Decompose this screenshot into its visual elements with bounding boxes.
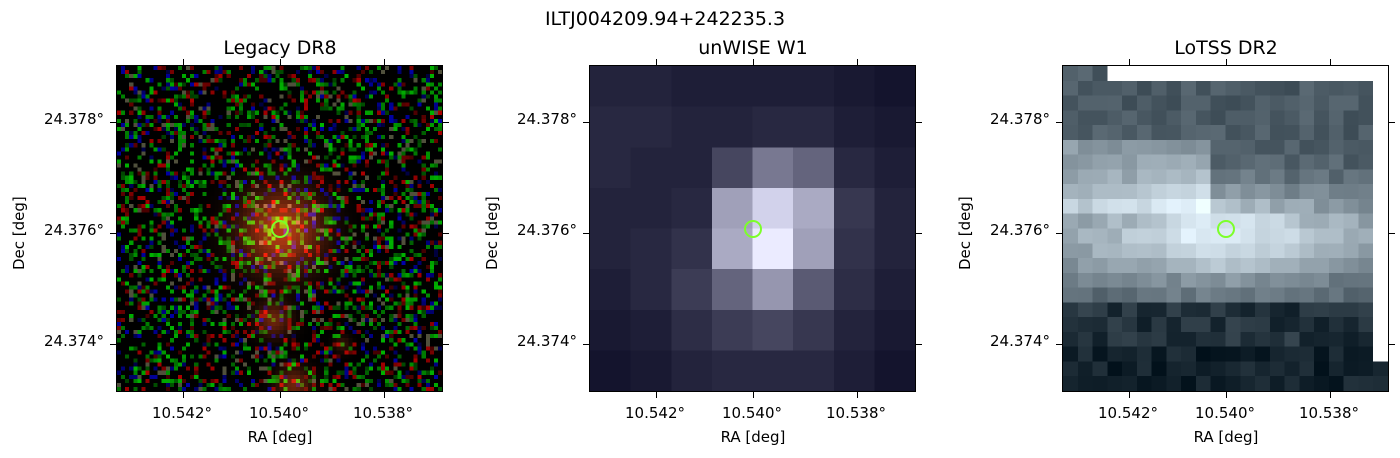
x-tick-mark [280,392,281,398]
x-tick-label: 10.542° [625,404,685,422]
x-tick-label: 10.538° [826,404,886,422]
x-tick-mark [384,59,385,65]
x-tick-mark [1330,59,1331,65]
image-legacy [110,59,449,398]
y-tick-mark [583,122,589,123]
y-tick-label: 24.374° [517,332,577,350]
y-tick-mark [443,233,449,234]
y-tick-label: 24.378° [517,110,577,128]
y-tick-mark [1056,344,1062,345]
panel-unwise: unWISE W1 Dec [deg] 24.378° 24.376° 24.3… [473,0,933,458]
y-tick-mark [110,233,116,234]
x-tick-label: 10.542° [1098,404,1158,422]
x-tick-mark [1226,59,1227,65]
image-unwise [583,59,922,398]
x-tick-mark [753,59,754,65]
source-marker [1217,220,1235,238]
y-tick-label: 24.378° [44,110,104,128]
panel-title: Legacy DR8 [223,37,337,59]
x-tick-label: 10.538° [353,404,413,422]
image-lotss [1056,59,1395,398]
x-tick-mark [1330,392,1331,398]
panel-title: unWISE W1 [698,37,808,59]
x-tick-label: 10.540° [1195,404,1255,422]
x-tick-mark [656,392,657,398]
panel-title: LoTSS DR2 [1174,37,1278,59]
source-marker [271,220,289,238]
x-tick-mark [1226,392,1227,398]
y-tick-mark [916,233,922,234]
x-tick-mark [1129,392,1130,398]
y-tick-mark [583,344,589,345]
x-axis-label: RA [deg] [1193,428,1259,446]
y-tick-label: 24.376° [517,221,577,239]
x-tick-label: 10.540° [722,404,782,422]
x-tick-mark [857,59,858,65]
y-tick-mark [1389,344,1395,345]
y-tick-mark [443,122,449,123]
y-tick-label: 24.378° [990,110,1050,128]
y-tick-mark [1056,233,1062,234]
y-tick-mark [443,344,449,345]
y-tick-mark [1389,122,1395,123]
panel-legacy: Legacy DR8 Dec [deg] 24.378° 24.376° 24.… [0,0,460,458]
y-tick-label: 24.376° [44,221,104,239]
y-tick-mark [1389,233,1395,234]
x-tick-label: 10.542° [152,404,212,422]
x-tick-mark [857,392,858,398]
y-tick-label: 24.374° [44,332,104,350]
x-tick-label: 10.538° [1299,404,1359,422]
x-axis-label: RA [deg] [247,428,313,446]
x-tick-mark [280,59,281,65]
y-tick-label: 24.376° [990,221,1050,239]
x-tick-mark [384,392,385,398]
figure-title: ILTJ004209.94+242235.3 [544,8,786,30]
x-tick-mark [1129,59,1130,65]
x-tick-mark [753,392,754,398]
y-tick-mark [110,344,116,345]
y-tick-mark [110,122,116,123]
y-tick-mark [916,122,922,123]
y-tick-mark [583,233,589,234]
panel-lotss: LoTSS DR2 Dec [deg] 24.378° 24.376° 24.3… [946,0,1400,458]
y-tick-label: 24.374° [990,332,1050,350]
x-tick-label: 10.540° [249,404,309,422]
x-axis-label: RA [deg] [720,428,786,446]
y-tick-mark [1056,122,1062,123]
x-tick-mark [656,59,657,65]
x-tick-mark [183,59,184,65]
x-tick-mark [183,392,184,398]
source-marker [744,220,762,238]
y-tick-mark [916,344,922,345]
